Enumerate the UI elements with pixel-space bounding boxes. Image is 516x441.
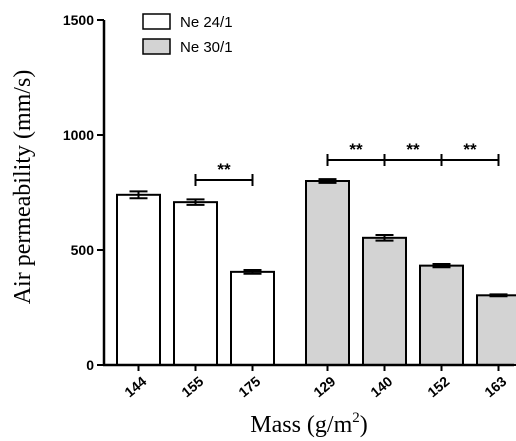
y-tick-label-0: 0: [86, 357, 94, 373]
bar-163: [476, 294, 516, 366]
error-bar-140: [375, 234, 394, 242]
bar-140: [362, 236, 407, 366]
error-bars-layer: [129, 178, 508, 298]
x-axis-title-superscript: 2: [352, 410, 360, 426]
legend-entry-0: Ne 24/1: [142, 13, 233, 31]
significance-label: **: [349, 140, 363, 159]
significance-label: **: [463, 140, 477, 159]
significance-bracket: **: [326, 140, 386, 166]
bars-layer: [116, 180, 516, 367]
error-bar-152: [432, 263, 451, 269]
y-tick-label-500: 500: [71, 242, 95, 258]
bar-129: [305, 180, 350, 366]
error-bar-144: [129, 190, 148, 200]
error-bar-175: [243, 269, 262, 275]
significance-layer: ** ** ** **: [194, 140, 500, 186]
x-tick-label-175: 175: [235, 373, 263, 400]
x-axis-title: Mass (g/m2): [250, 410, 368, 438]
legend-label: Ne 24/1: [180, 14, 233, 31]
significance-bracket: **: [194, 160, 254, 186]
y-tick-label-1000: 1000: [63, 127, 94, 143]
significance-label: **: [406, 140, 420, 159]
legend-swatch: [142, 38, 171, 55]
significance-bracket: **: [383, 140, 443, 166]
error-bar-155: [186, 198, 205, 206]
x-axis-title-main: Mass (g/m: [250, 412, 352, 438]
x-tick-label-144: 144: [121, 373, 149, 400]
significance-bracket: **: [440, 140, 500, 166]
y-axis-title: Air permeability (mm/s): [10, 70, 36, 305]
legend-label: Ne 30/1: [180, 39, 233, 56]
y-tick-label-1500: 1500: [63, 12, 94, 28]
bar-175: [230, 270, 275, 367]
x-tick-label-140: 140: [367, 373, 395, 400]
x-tick-label-163: 163: [481, 373, 509, 400]
significance-label: **: [217, 160, 231, 179]
legend-entry-1: Ne 30/1: [142, 38, 233, 56]
bar-155: [173, 201, 218, 366]
legend: Ne 24/1 Ne 30/1: [142, 13, 233, 56]
x-tick-label-129: 129: [310, 373, 338, 400]
x-axis-title-close: ): [360, 412, 368, 438]
error-bar-129: [318, 178, 337, 184]
x-tick-label-152: 152: [424, 373, 452, 400]
error-bar-163: [489, 293, 508, 298]
x-tick-label-155: 155: [178, 373, 206, 400]
bar-144: [116, 193, 161, 366]
legend-swatch: [142, 13, 171, 30]
bar-152: [419, 264, 464, 367]
